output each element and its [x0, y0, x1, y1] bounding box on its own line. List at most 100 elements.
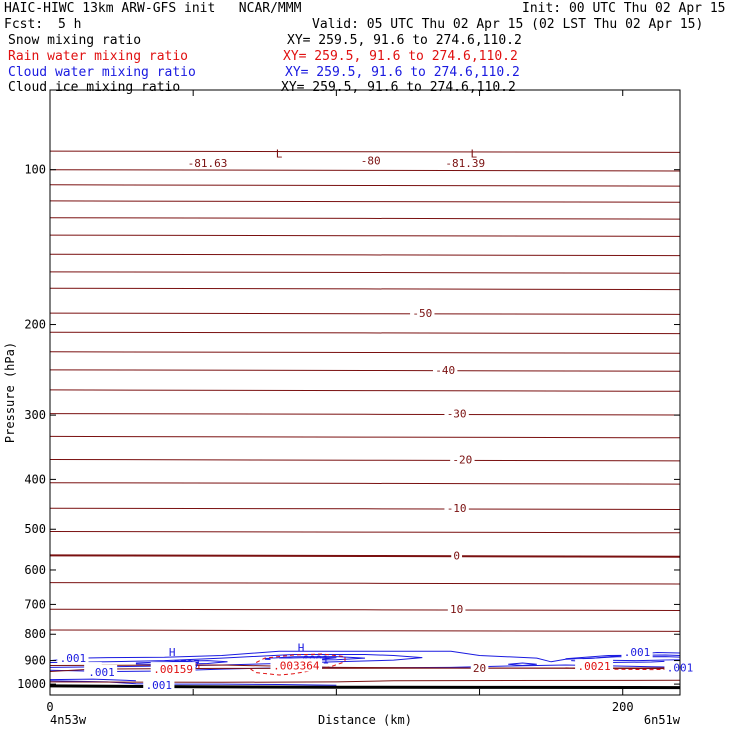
field-rain-xy: XY= 259.5, 91.6 to 274.6,110.2: [283, 49, 518, 64]
isotherm-line: [50, 287, 680, 291]
temperature-contours: [50, 150, 680, 683]
isotherm-line: [50, 351, 680, 354]
cloud-water-contour: [565, 654, 680, 664]
cloud-water-max-marker: H: [169, 646, 176, 659]
y-tick-label: 800: [24, 627, 46, 641]
cloud-water-label-bg: [143, 677, 175, 691]
field-cloudwater-xy: XY= 259.5, 91.6 to 274.6,110.2: [285, 65, 520, 80]
cloud-water-label-bg: [621, 645, 653, 659]
isotherm-line: [50, 271, 680, 274]
isotherm-line: [50, 554, 680, 558]
isotherm-label-bg: [470, 661, 489, 675]
isotherm-label: -10: [447, 502, 467, 515]
isotherm-label: 20: [473, 662, 486, 675]
isotherm-label-bg: [444, 406, 469, 420]
isotherm-line: [50, 459, 680, 462]
isotherm-line: [50, 435, 680, 439]
cloud-water-contour: [508, 662, 537, 667]
isotherm-label-bg: [450, 452, 475, 466]
isotherm-label: -80: [361, 155, 381, 168]
isotherm-label-bg: [447, 602, 466, 616]
cloud-water-label-bg: [85, 664, 118, 678]
isotherm-label-bg: [444, 501, 469, 515]
isotherm-line: [50, 234, 680, 237]
isotherm-label: -20: [452, 454, 472, 467]
cloud-water-contour: [50, 650, 680, 663]
rain-label: .0021: [578, 660, 611, 673]
isotherm-line: [50, 582, 680, 585]
rain-label-bg: [270, 658, 323, 672]
field-cloudice-xy: XY= 259.5, 91.6 to 274.6,110.2: [281, 80, 516, 95]
header-left-title: HAIC-HIWC 13km ARW-GFS init NCAR/MMM: [4, 1, 302, 16]
isotherm-line: [50, 507, 680, 510]
cloud-water-label: .001: [60, 652, 87, 665]
y-tick-label: 300: [24, 408, 46, 422]
rain-label: .00159: [153, 663, 193, 676]
field-cloudice-name: Cloud ice mixing ratio: [8, 80, 181, 95]
y-tick-label: 400: [24, 472, 46, 486]
y-tick-label: 600: [24, 563, 46, 577]
isotherm-label: 10: [450, 603, 463, 616]
low-marker: L: [276, 147, 283, 160]
cloud-water-label-bg: [57, 651, 89, 665]
header-valid: Valid: 05 UTC Thu 02 Apr 15 (02 LST Thu …: [312, 17, 704, 32]
cloud-water-label: .001: [146, 679, 173, 692]
field-snow-xy: XY= 259.5, 91.6 to 274.6,110.2: [287, 33, 522, 48]
cloud-water-label: .001: [624, 646, 651, 659]
isotherm-label-bg: [358, 153, 383, 167]
y-tick-label: 100: [24, 163, 46, 177]
isotherm-label-bg: [185, 155, 230, 169]
header-fcst-label: Fcst:: [4, 17, 44, 32]
isotherm-label: -81.39: [445, 157, 485, 170]
isotherm-label: 0: [453, 549, 460, 562]
plot-frame: [49, 89, 681, 696]
low-marker: L: [471, 147, 478, 160]
isotherm-line: [50, 629, 680, 632]
cloud-water-contour: [50, 680, 337, 686]
y-tick-label: 200: [24, 318, 46, 332]
isotherm-line: [50, 389, 680, 392]
cloud-water-contour: [582, 656, 680, 662]
isotherm-line: [50, 331, 680, 335]
isotherm-line: [50, 531, 680, 534]
y-tick-label: 900: [24, 654, 46, 668]
isotherm-line: [50, 312, 680, 315]
isotherm-line: [50, 253, 680, 257]
isotherm-line: [50, 413, 680, 416]
cloud-water-max-marker: H: [298, 642, 305, 655]
field-snow-name: Snow mixing ratio: [8, 33, 142, 48]
isotherm-label-bg: [451, 548, 463, 562]
y-tick-label: 700: [24, 597, 46, 611]
rain-label-bg: [150, 662, 196, 676]
isotherm-label-bg: [442, 155, 488, 169]
isotherm-line: [50, 608, 680, 611]
isotherm-line: [50, 369, 680, 372]
header-fcst-value: 5 h: [58, 17, 82, 32]
field-cloudwater-name: Cloud water mixing ratio: [8, 65, 196, 80]
x-tick-label: 0: [46, 700, 53, 714]
cloud-water-label: .001: [88, 666, 115, 679]
rain-label-bg: [575, 659, 614, 673]
contour-labels: -81.63-80-81.39-50-40-30-20-100102020LL.…: [57, 147, 696, 692]
isotherm-line: [50, 200, 680, 203]
x-tick-label: 200: [612, 700, 634, 714]
isotherm-label: -40: [435, 364, 455, 377]
isotherm-line: [50, 482, 680, 485]
isotherm-label: -50: [412, 307, 432, 320]
isotherm-line: [50, 150, 680, 153]
header-init: Init: 00 UTC Thu 02 Apr 15: [522, 1, 726, 16]
x-left-endpoint-label: 4n53w: [50, 713, 87, 727]
x-axis-label: Distance (km): [318, 713, 412, 727]
isotherm-label-bg: [432, 362, 458, 376]
isotherm-line: [50, 169, 680, 172]
isotherm-label: -81.63: [188, 157, 228, 170]
isotherm-line: [50, 217, 680, 220]
y-tick-label: 500: [24, 522, 46, 536]
isotherm-line: [50, 184, 680, 187]
x-right-endpoint-label: 6n51w: [644, 713, 681, 727]
cloud-water-contour: [50, 678, 136, 682]
y-axis-label: Pressure (hPa): [3, 342, 17, 443]
field-rain-name: Rain water mixing ratio: [8, 49, 189, 64]
